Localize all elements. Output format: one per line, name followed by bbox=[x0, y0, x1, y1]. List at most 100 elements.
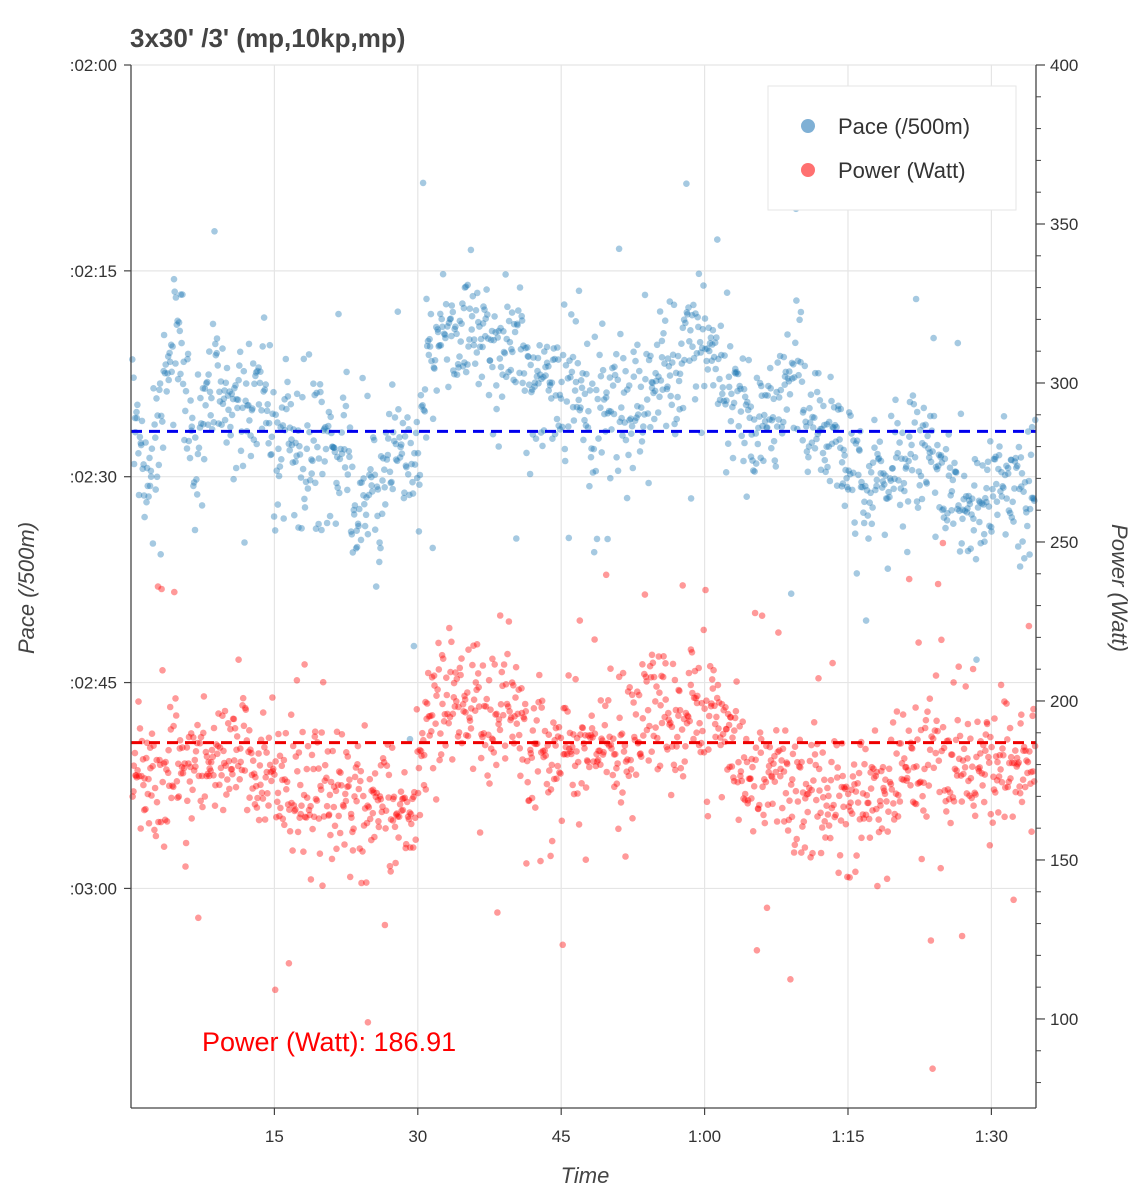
power-point bbox=[467, 705, 475, 712]
pace-point bbox=[804, 468, 812, 476]
power-point bbox=[553, 775, 560, 782]
power-point bbox=[479, 662, 487, 669]
pace-point bbox=[480, 303, 487, 310]
power-point bbox=[815, 765, 823, 773]
power-point bbox=[392, 811, 400, 818]
pace-point bbox=[878, 484, 886, 491]
pace-point bbox=[454, 360, 462, 368]
pace-point bbox=[819, 449, 827, 457]
power-point bbox=[737, 768, 745, 775]
pace-point bbox=[338, 450, 346, 458]
power-point bbox=[708, 676, 716, 683]
power-point bbox=[740, 754, 748, 761]
pace-point bbox=[744, 398, 751, 406]
power-point bbox=[170, 722, 177, 730]
pace-point bbox=[247, 452, 255, 460]
power-point bbox=[809, 849, 816, 857]
pace-point bbox=[599, 366, 607, 374]
pace-point bbox=[219, 400, 227, 408]
power-point bbox=[326, 791, 334, 799]
pace-point bbox=[820, 402, 827, 410]
power-point bbox=[269, 767, 277, 775]
pace-point bbox=[708, 357, 716, 365]
pace-point bbox=[336, 455, 344, 463]
pace-point bbox=[695, 270, 703, 278]
power-point bbox=[913, 763, 920, 770]
power-point bbox=[949, 794, 957, 801]
pace-point bbox=[221, 416, 229, 424]
legend[interactable]: Pace (/500m) Power (Watt) bbox=[767, 85, 1017, 211]
pace-point bbox=[189, 414, 196, 422]
power-point bbox=[882, 776, 889, 783]
pace-point bbox=[793, 297, 800, 304]
pace-point bbox=[260, 388, 267, 395]
power-point bbox=[492, 711, 499, 718]
pace-point bbox=[293, 390, 301, 398]
pace-point bbox=[318, 398, 326, 406]
pace-point bbox=[788, 359, 796, 367]
pace-point bbox=[439, 270, 447, 278]
pace-point bbox=[948, 507, 955, 514]
power-point bbox=[443, 691, 451, 699]
power-point bbox=[378, 808, 386, 816]
power-point bbox=[186, 778, 194, 785]
power-point bbox=[159, 667, 166, 674]
power-point bbox=[364, 1019, 372, 1026]
power-point bbox=[200, 729, 207, 737]
pace-point bbox=[774, 359, 781, 366]
power-point bbox=[788, 813, 796, 821]
pace-point bbox=[340, 411, 348, 419]
pace-point bbox=[524, 352, 532, 360]
power-point bbox=[279, 776, 286, 784]
pace-point bbox=[867, 469, 875, 476]
power-point bbox=[893, 708, 901, 715]
power-point bbox=[912, 800, 920, 808]
pace-point bbox=[674, 393, 681, 401]
power-point bbox=[495, 720, 502, 728]
power-point bbox=[573, 734, 581, 742]
power-point bbox=[231, 725, 239, 732]
power-point bbox=[775, 629, 782, 636]
pace-point bbox=[718, 351, 725, 359]
power-point bbox=[273, 813, 280, 821]
pace-point bbox=[264, 401, 272, 408]
power-point bbox=[582, 856, 590, 863]
pace-point bbox=[786, 368, 793, 375]
pace-point bbox=[863, 487, 871, 494]
pace-point bbox=[692, 383, 700, 390]
power-point bbox=[444, 710, 451, 718]
pace-point bbox=[178, 339, 185, 347]
pace-point bbox=[595, 435, 602, 442]
power-point bbox=[132, 772, 140, 779]
power-point bbox=[386, 862, 394, 870]
power-point bbox=[708, 700, 715, 707]
power-point bbox=[325, 812, 333, 819]
power-point bbox=[499, 711, 507, 719]
pace-point bbox=[939, 506, 946, 514]
power-point bbox=[525, 797, 532, 805]
power-point bbox=[902, 763, 910, 771]
pace-point bbox=[302, 478, 310, 486]
power-point bbox=[131, 749, 139, 757]
pace-point bbox=[973, 459, 981, 467]
power-point bbox=[323, 774, 330, 782]
power-point bbox=[494, 909, 501, 916]
pace-point bbox=[284, 393, 292, 400]
power-point bbox=[953, 767, 960, 774]
pace-point bbox=[484, 335, 492, 342]
pace-point bbox=[170, 421, 177, 429]
power-point bbox=[912, 704, 919, 711]
pace-point bbox=[421, 408, 429, 415]
pace-point bbox=[335, 310, 342, 318]
power-point bbox=[718, 700, 726, 708]
power-point bbox=[530, 705, 538, 712]
power-point bbox=[201, 793, 209, 800]
pace-point bbox=[652, 369, 659, 377]
power-point bbox=[947, 819, 954, 827]
x-tick-label: 1:15 bbox=[831, 1127, 864, 1146]
power-point bbox=[426, 732, 434, 739]
power-point bbox=[914, 780, 922, 787]
pace-point bbox=[318, 526, 325, 534]
power-point bbox=[482, 703, 490, 710]
power-point bbox=[383, 762, 391, 769]
